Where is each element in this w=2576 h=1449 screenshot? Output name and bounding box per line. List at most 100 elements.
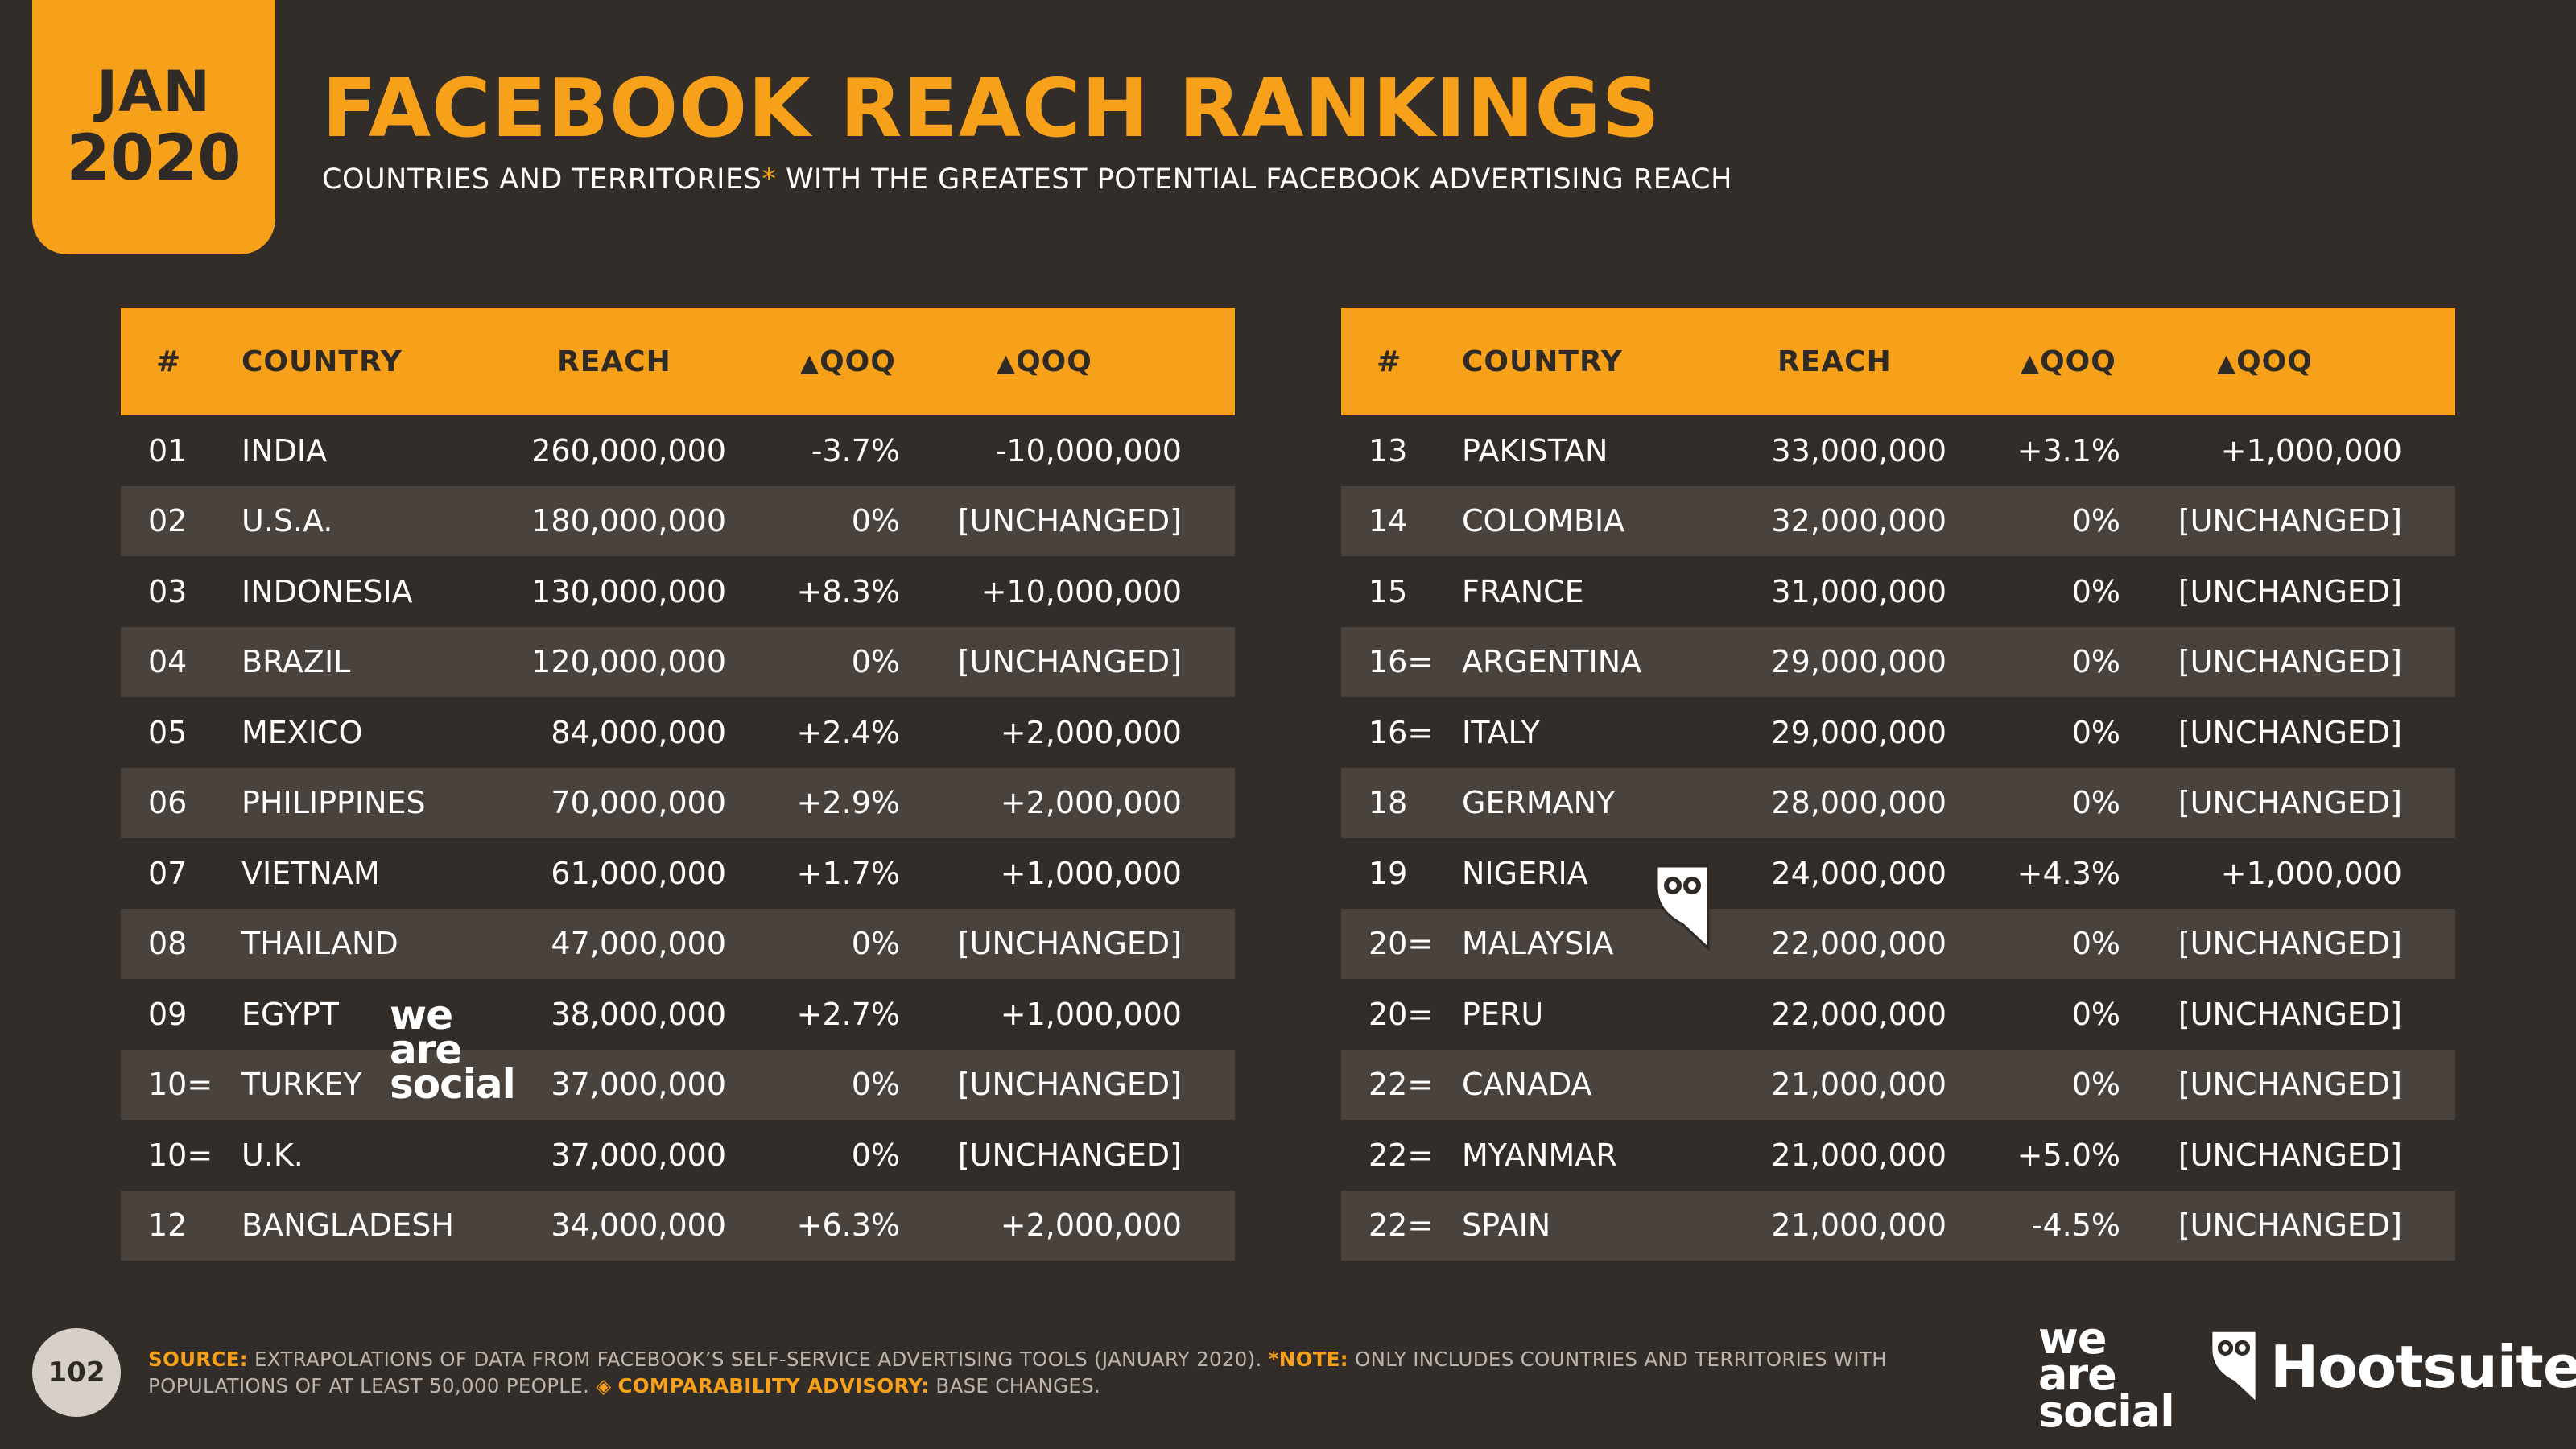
table-body: 01 INDIA 260,000,000 -3.7% -10,000,000 02 U.S.… xyxy=(121,415,1235,1261)
country-cell: PAKISTAN xyxy=(1462,432,1608,469)
rank-cell: 02 xyxy=(148,503,188,539)
footer-note: SOURCE: EXTRAPOLATIONS OF DATA FROM FACE… xyxy=(148,1346,2008,1400)
country-cell: SPAIN xyxy=(1462,1208,1551,1244)
table-row: 05 MEXICO 84,000,000 +2.4% +2,000,000 xyxy=(121,697,1235,768)
rank-cell: 04 xyxy=(148,644,188,680)
qoq-pct-cell: +1.7% xyxy=(796,855,900,891)
country-cell: MALAYSIA xyxy=(1462,926,1614,962)
rank-cell: 16= xyxy=(1368,644,1434,680)
rank-cell: 15 xyxy=(1368,573,1408,609)
qoq-abs-cell: [UNCHANGED] xyxy=(957,503,1182,539)
country-cell: COLOMBIA xyxy=(1462,503,1625,539)
header-num: # xyxy=(1377,345,1402,378)
table-row: 01 INDIA 260,000,000 -3.7% -10,000,000 xyxy=(121,415,1235,486)
subtitle-text-rest: WITH THE GREATEST POTENTIAL FACEBOOK ADV… xyxy=(776,163,1732,196)
country-cell: PHILIPPINES xyxy=(242,785,426,821)
rank-cell: 08 xyxy=(148,926,188,962)
rank-cell: 05 xyxy=(148,714,188,750)
hootsuite-logo: Hootsuite® xyxy=(2207,1328,2576,1406)
qoq-pct-cell: 0% xyxy=(2071,503,2120,539)
table-row: 06 PHILIPPINES 70,000,000 +2.9% +2,000,000 xyxy=(121,767,1235,838)
qoq-abs-cell: [UNCHANGED] xyxy=(2178,785,2402,821)
hootsuite-owl-icon xyxy=(1655,865,1710,952)
qoq-pct-cell: 0% xyxy=(851,926,900,962)
qoq-abs-cell: [UNCHANGED] xyxy=(957,1137,1182,1173)
rank-cell: 22= xyxy=(1368,1208,1434,1244)
reach-cell: 28,000,000 xyxy=(1771,785,1946,821)
table-row: 04 BRAZIL 120,000,000 0% [UNCHANGED] xyxy=(121,626,1235,697)
country-cell: CANADA xyxy=(1462,1067,1592,1103)
country-cell: GERMANY xyxy=(1462,785,1616,821)
reach-cell: 21,000,000 xyxy=(1771,1137,1946,1173)
reach-cell: 21,000,000 xyxy=(1771,1208,1946,1244)
country-cell: BRAZIL xyxy=(242,644,351,680)
qoq-pct-cell: 0% xyxy=(2071,1067,2120,1103)
badge-year: 2020 xyxy=(66,122,242,195)
qoq-pct-cell: +6.3% xyxy=(796,1208,900,1244)
table-row: 03 INDONESIA 130,000,000 +8.3% +10,000,000 xyxy=(121,556,1235,627)
rank-cell: 06 xyxy=(148,785,188,821)
header-reach: REACH xyxy=(557,345,671,378)
qoq-abs-cell: [UNCHANGED] xyxy=(957,926,1182,962)
qoq-abs-cell: [UNCHANGED] xyxy=(2178,644,2402,680)
qoq-abs-cell: +2,000,000 xyxy=(1000,714,1182,750)
rankings-table-right: # COUNTRY REACH ▲QOQ ▲QOQ 13 PAKISTAN 33,0… xyxy=(1341,308,2455,1261)
qoq-abs-cell: [UNCHANGED] xyxy=(2178,503,2402,539)
table-row: 15 FRANCE 31,000,000 0% [UNCHANGED] xyxy=(1341,556,2455,627)
reach-cell: 24,000,000 xyxy=(1771,855,1946,891)
header-num: # xyxy=(156,345,182,378)
rank-cell: 19 xyxy=(1368,855,1408,891)
table-row: 20= MALAYSIA 22,000,000 0% [UNCHANGED] xyxy=(1341,908,2455,979)
rank-cell: 10= xyxy=(148,1137,213,1173)
reach-cell: 47,000,000 xyxy=(551,926,726,962)
reach-cell: 120,000,000 xyxy=(531,644,726,680)
badge-month: JAN xyxy=(97,59,211,126)
qoq-pct-cell: 0% xyxy=(2071,573,2120,609)
country-cell: ARGENTINA xyxy=(1462,644,1642,680)
triangle-up-icon: ▲ xyxy=(2021,349,2041,378)
reach-cell: 21,000,000 xyxy=(1771,1067,1946,1103)
qoq-pct-cell: +8.3% xyxy=(796,573,900,609)
hootsuite-wordmark: Hootsuite® xyxy=(2270,1333,2576,1401)
reach-cell: 61,000,000 xyxy=(551,855,726,891)
reach-cell: 32,000,000 xyxy=(1771,503,1946,539)
qoq-pct-cell: 0% xyxy=(2071,714,2120,750)
qoq-pct-cell: +2.7% xyxy=(796,996,900,1032)
subtitle-asterisk: * xyxy=(762,163,777,196)
table-row: 13 PAKISTAN 33,000,000 +3.1% +1,000,000 xyxy=(1341,415,2455,486)
rank-cell: 16= xyxy=(1368,714,1434,750)
qoq-pct-cell: 0% xyxy=(851,644,900,680)
header-country: COUNTRY xyxy=(242,345,402,378)
reach-cell: 29,000,000 xyxy=(1771,644,1946,680)
we-are-social-watermark: we are social xyxy=(390,992,516,1108)
rank-cell: 18 xyxy=(1368,785,1408,821)
qoq-abs-cell: +1,000,000 xyxy=(2220,855,2402,891)
rank-cell: 09 xyxy=(148,996,188,1032)
qoq-pct-cell: +5.0% xyxy=(2017,1137,2120,1173)
rank-cell: 22= xyxy=(1368,1137,1434,1173)
note-label: *NOTE: xyxy=(1268,1348,1348,1371)
reach-cell: 22,000,000 xyxy=(1771,996,1946,1032)
qoq-pct-cell: 0% xyxy=(2071,785,2120,821)
note-text: ONLY INCLUDES COUNTRIES AND TERRITORIES … xyxy=(148,1348,1887,1398)
reach-cell: 33,000,000 xyxy=(1771,432,1946,469)
reach-cell: 29,000,000 xyxy=(1771,714,1946,750)
qoq-abs-cell: +1,000,000 xyxy=(2220,432,2402,469)
table-row: 22= CANADA 21,000,000 0% [UNCHANGED] xyxy=(1341,1049,2455,1120)
qoq-pct-cell: 0% xyxy=(2071,926,2120,962)
reach-cell: 84,000,000 xyxy=(551,714,726,750)
page-subtitle: COUNTRIES AND TERRITORIES* WITH THE GREA… xyxy=(322,163,1732,196)
subtitle-text: COUNTRIES AND TERRITORIES xyxy=(322,163,762,196)
reach-cell: 130,000,000 xyxy=(531,573,726,609)
reach-cell: 70,000,000 xyxy=(551,785,726,821)
rank-cell: 07 xyxy=(148,855,188,891)
qoq-abs-cell: [UNCHANGED] xyxy=(2178,573,2402,609)
country-cell: THAILAND xyxy=(242,926,398,962)
table-row: 09 EGYPT 38,000,000 +2.7% +1,000,000 xyxy=(121,979,1235,1050)
triangle-up-icon: ▲ xyxy=(997,349,1017,378)
reach-cell: 34,000,000 xyxy=(551,1208,726,1244)
rank-cell: 20= xyxy=(1368,926,1434,962)
country-cell: INDIA xyxy=(242,432,328,469)
table-row: 10= U.K. 37,000,000 0% [UNCHANGED] xyxy=(121,1120,1235,1191)
qoq-pct-cell: +2.9% xyxy=(796,785,900,821)
